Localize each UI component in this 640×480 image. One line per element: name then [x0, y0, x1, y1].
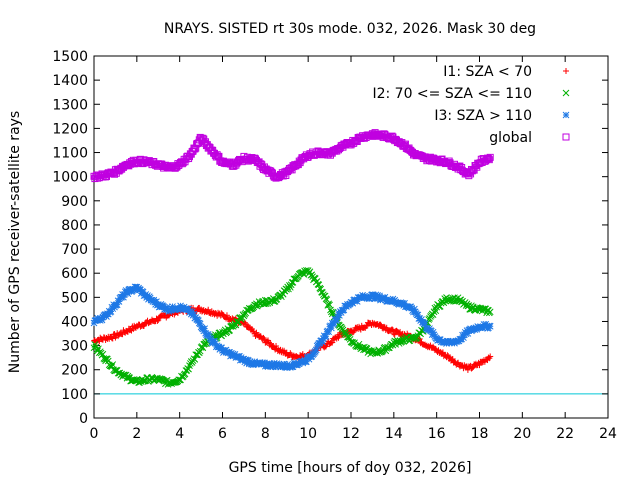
legend-marker [562, 89, 570, 97]
data-point [95, 345, 102, 353]
legend-label: global [489, 130, 532, 146]
y-tick-label: 0 [79, 411, 88, 427]
data-point [389, 327, 396, 334]
data-point [486, 308, 494, 316]
data-point [319, 289, 326, 296]
data-point [345, 334, 353, 341]
data-point [223, 312, 230, 319]
data-point [323, 296, 331, 304]
x-tick-label: 0 [90, 426, 99, 442]
y-tick-label: 200 [61, 363, 88, 379]
data-point [391, 331, 398, 338]
legend-label: I2: 70 <= SZA <= 110 [372, 86, 532, 102]
y-tick-label: 100 [61, 387, 88, 403]
data-point [350, 328, 357, 335]
x-tick-label: 14 [385, 426, 403, 442]
data-point [170, 378, 178, 386]
data-point [127, 326, 134, 333]
series-4 [90, 129, 494, 183]
x-tick-label: 8 [261, 426, 270, 442]
data-point [410, 335, 417, 343]
data-point [377, 321, 384, 328]
data-point [260, 334, 267, 341]
data-point [329, 339, 336, 346]
series-3 [90, 283, 494, 371]
data-point [154, 317, 161, 324]
data-point [230, 321, 238, 329]
data-point [484, 155, 492, 163]
data-point [312, 346, 320, 354]
x-tick-label: 2 [132, 426, 141, 442]
chart-title: NRAYS. SISTED rt 30s mode. 032, 2026. Ma… [164, 21, 536, 37]
data-point [104, 355, 111, 363]
y-tick-label: 1100 [52, 146, 88, 162]
data-point [328, 308, 335, 316]
data-point [237, 316, 245, 323]
y-tick-label: 1000 [52, 170, 88, 186]
data-point [381, 323, 388, 330]
y-axis-label: Number of GPS receiver-satellite rays [7, 111, 23, 373]
x-tick-label: 12 [342, 426, 360, 442]
x-tick-label: 22 [556, 426, 574, 442]
x-tick-label: 20 [513, 426, 531, 442]
y-tick-label: 1300 [52, 97, 88, 113]
x-tick-label: 16 [428, 426, 446, 442]
x-tick-label: 10 [299, 426, 317, 442]
data-point [325, 328, 333, 336]
x-tick-label: 18 [471, 426, 489, 442]
data-point [111, 367, 118, 375]
x-tick-label: 6 [218, 426, 227, 442]
x-axis-label: GPS time [hours of doy 032, 2026] [229, 460, 472, 476]
y-tick-label: 800 [61, 218, 88, 234]
data-point [469, 364, 476, 371]
data-point [487, 353, 494, 360]
data-point [389, 326, 396, 333]
axis-ticks: 0100200300400500600700800900100011001200… [52, 49, 617, 442]
data-point [379, 347, 387, 354]
data-point [486, 322, 494, 330]
data-point [486, 153, 494, 161]
data-point [155, 317, 162, 324]
y-tick-label: 700 [61, 242, 88, 258]
data-marks [90, 129, 494, 388]
legend-label: I3: SZA > 110 [434, 108, 532, 124]
data-point [109, 335, 116, 342]
data-point [335, 334, 342, 341]
data-point [108, 363, 116, 370]
data-point [399, 335, 407, 343]
data-point [290, 275, 298, 283]
data-point [324, 302, 332, 309]
legend-marker [562, 111, 570, 119]
x-tick-label: 24 [599, 426, 617, 442]
legend-label: I1: SZA < 70 [443, 64, 532, 80]
data-point [383, 324, 390, 331]
legend-marker [562, 133, 570, 141]
data-point [104, 357, 112, 365]
legend: I1: SZA < 70 I2: 70 <= SZA <= 110 I3: SZA … [372, 64, 570, 146]
y-tick-label: 600 [61, 266, 88, 282]
data-point [342, 329, 349, 336]
x-tick-label: 4 [175, 426, 184, 442]
y-tick-label: 1400 [52, 73, 88, 89]
y-tick-label: 1200 [52, 121, 88, 137]
data-point [242, 320, 249, 327]
y-tick-label: 1500 [52, 49, 88, 65]
y-tick-label: 300 [61, 339, 88, 355]
data-point [195, 349, 203, 357]
data-point [464, 366, 471, 373]
y-tick-label: 400 [61, 314, 88, 330]
legend-marker [563, 68, 569, 74]
data-point [205, 306, 212, 313]
data-point [240, 312, 248, 320]
series-2 [90, 266, 494, 388]
y-tick-label: 500 [61, 290, 88, 306]
data-point [485, 156, 493, 164]
y-tick-label: 900 [61, 194, 88, 210]
data-point [109, 361, 117, 368]
data-point [419, 328, 427, 335]
data-point [269, 297, 276, 305]
